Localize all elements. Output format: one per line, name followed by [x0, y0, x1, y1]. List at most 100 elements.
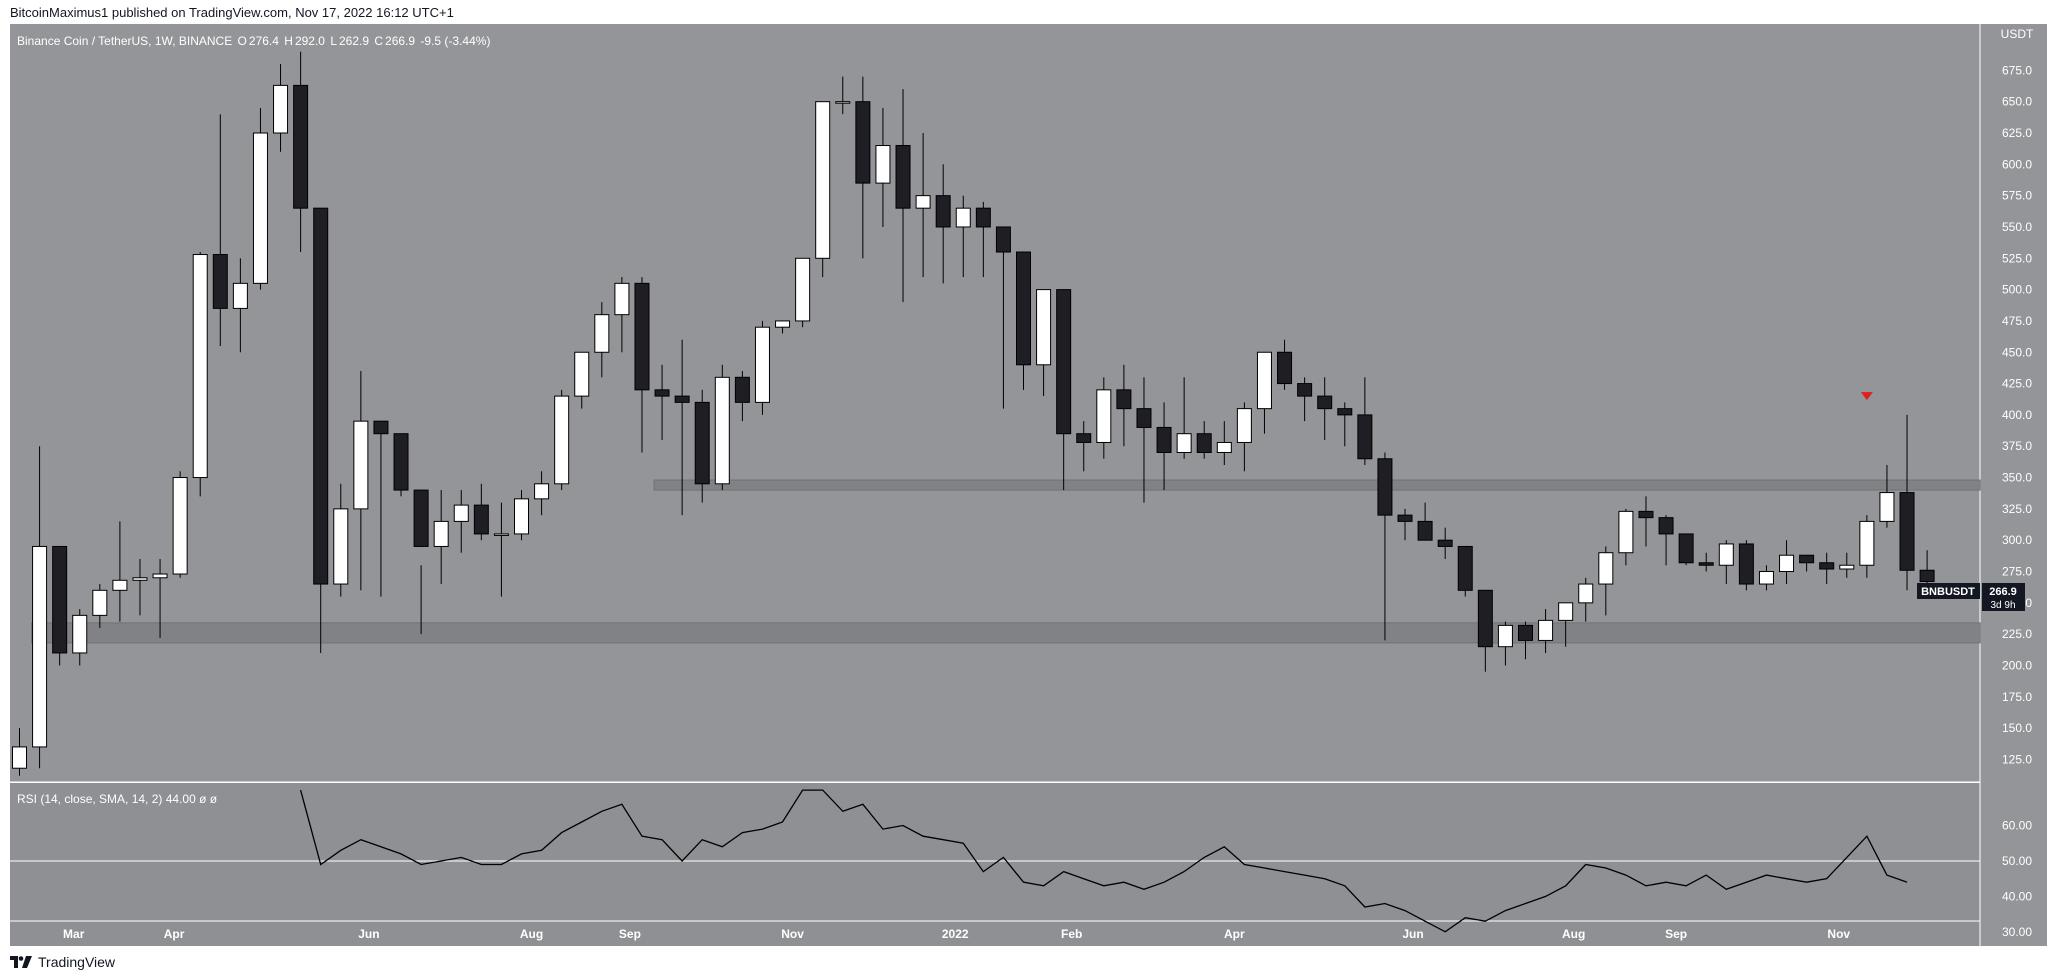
candle[interactable] — [172, 471, 188, 578]
candle[interactable] — [795, 257, 811, 328]
candle[interactable] — [1779, 540, 1795, 585]
rsi-pane[interactable] — [10, 783, 1980, 946]
candle[interactable] — [152, 558, 168, 638]
candle[interactable] — [674, 339, 690, 516]
candle[interactable] — [1879, 465, 1895, 528]
candle[interactable] — [594, 302, 610, 378]
candle[interactable] — [734, 371, 750, 422]
candle[interactable] — [1859, 515, 1875, 578]
candle[interactable] — [514, 490, 529, 541]
candle[interactable] — [1819, 552, 1835, 585]
candle[interactable] — [1277, 339, 1293, 390]
candle[interactable] — [413, 489, 429, 635]
candle[interactable] — [1758, 565, 1774, 591]
candle[interactable] — [1216, 421, 1232, 466]
candle[interactable] — [12, 728, 27, 776]
candle[interactable] — [1136, 377, 1152, 503]
candle[interactable] — [1638, 496, 1654, 547]
candle[interactable] — [614, 277, 630, 353]
candle[interactable] — [1196, 421, 1212, 459]
candle[interactable] — [995, 226, 1011, 409]
candle[interactable] — [935, 164, 951, 284]
candle[interactable] — [1377, 452, 1393, 641]
candle[interactable] — [1036, 289, 1052, 397]
candle[interactable] — [92, 584, 108, 628]
candle[interactable] — [1417, 502, 1433, 541]
candle[interactable] — [634, 277, 650, 453]
candle[interactable] — [333, 483, 349, 597]
footer-brand[interactable]: TradingView — [10, 954, 115, 970]
candle[interactable] — [1236, 402, 1252, 472]
candle[interactable] — [1457, 545, 1473, 597]
candle[interactable] — [1839, 552, 1855, 578]
candle[interactable] — [192, 252, 208, 497]
candle[interactable] — [1437, 527, 1453, 559]
candle[interactable] — [654, 364, 670, 440]
candle[interactable] — [1397, 508, 1413, 541]
candle[interactable] — [232, 258, 248, 353]
candle[interactable] — [493, 502, 509, 597]
support-zone[interactable] — [31, 622, 1981, 644]
candle[interactable] — [453, 490, 469, 553]
candle[interactable] — [1799, 554, 1815, 572]
candle[interactable] — [1718, 540, 1734, 585]
candle[interactable] — [52, 545, 68, 666]
candle[interactable] — [1698, 552, 1714, 572]
candle[interactable] — [1337, 402, 1353, 447]
candle[interactable] — [1497, 621, 1513, 666]
chart-frame[interactable]: 125.0150.0175.0200.0225.0250.0275.0300.0… — [0, 24, 2047, 946]
candle[interactable] — [1738, 540, 1754, 591]
candle[interactable] — [1357, 377, 1373, 466]
candle[interactable] — [1919, 550, 1935, 587]
price-axis-area[interactable] — [1980, 24, 2047, 946]
candle[interactable] — [875, 107, 891, 227]
candle[interactable] — [433, 490, 449, 585]
candle[interactable] — [252, 107, 268, 290]
candle[interactable] — [373, 420, 389, 597]
candle[interactable] — [1156, 402, 1172, 491]
candle[interactable] — [694, 389, 710, 503]
candle[interactable] — [1598, 546, 1614, 616]
candle[interactable] — [1016, 251, 1031, 390]
candle[interactable] — [1618, 508, 1634, 566]
candle[interactable] — [1518, 621, 1533, 660]
symbol-legend[interactable]: Binance Coin / TetherUS, 1W, BINANCE O 27… — [17, 34, 492, 48]
candle[interactable] — [132, 558, 148, 616]
candle[interactable] — [393, 433, 409, 497]
candle[interactable] — [1578, 577, 1594, 622]
candle[interactable] — [1256, 351, 1272, 434]
candle[interactable] — [1658, 515, 1674, 566]
candle[interactable] — [815, 101, 831, 278]
candle[interactable] — [473, 483, 489, 541]
candle[interactable] — [273, 64, 289, 152]
candle[interactable] — [1096, 377, 1112, 459]
support-zone[interactable] — [653, 479, 1981, 491]
candle[interactable] — [1477, 589, 1493, 672]
candle[interactable] — [1317, 377, 1333, 440]
candle[interactable] — [714, 364, 730, 491]
candle[interactable] — [1056, 289, 1072, 491]
candle[interactable] — [754, 320, 770, 415]
candle[interactable] — [1899, 414, 1915, 591]
candle[interactable] — [534, 471, 550, 516]
candle[interactable] — [72, 609, 88, 666]
candle[interactable] — [313, 207, 329, 653]
candle[interactable] — [32, 446, 48, 769]
candle[interactable] — [855, 76, 871, 259]
candle[interactable] — [955, 195, 971, 278]
candle[interactable] — [1678, 533, 1694, 566]
candle[interactable] — [775, 320, 791, 334]
candle[interactable] — [1558, 602, 1574, 647]
candle[interactable] — [212, 114, 228, 346]
price-pane[interactable] — [10, 24, 1980, 782]
candle[interactable] — [835, 76, 851, 115]
chart-canvas[interactable]: 125.0150.0175.0200.0225.0250.0275.0300.0… — [0, 24, 2047, 946]
candle[interactable] — [1116, 364, 1132, 447]
candle[interactable] — [1538, 609, 1554, 653]
rsi-line[interactable] — [299, 789, 1908, 933]
candle[interactable] — [112, 521, 128, 622]
candle[interactable] — [895, 89, 911, 303]
candle[interactable] — [574, 351, 590, 409]
candle[interactable] — [1076, 421, 1092, 472]
candle[interactable] — [353, 371, 369, 591]
